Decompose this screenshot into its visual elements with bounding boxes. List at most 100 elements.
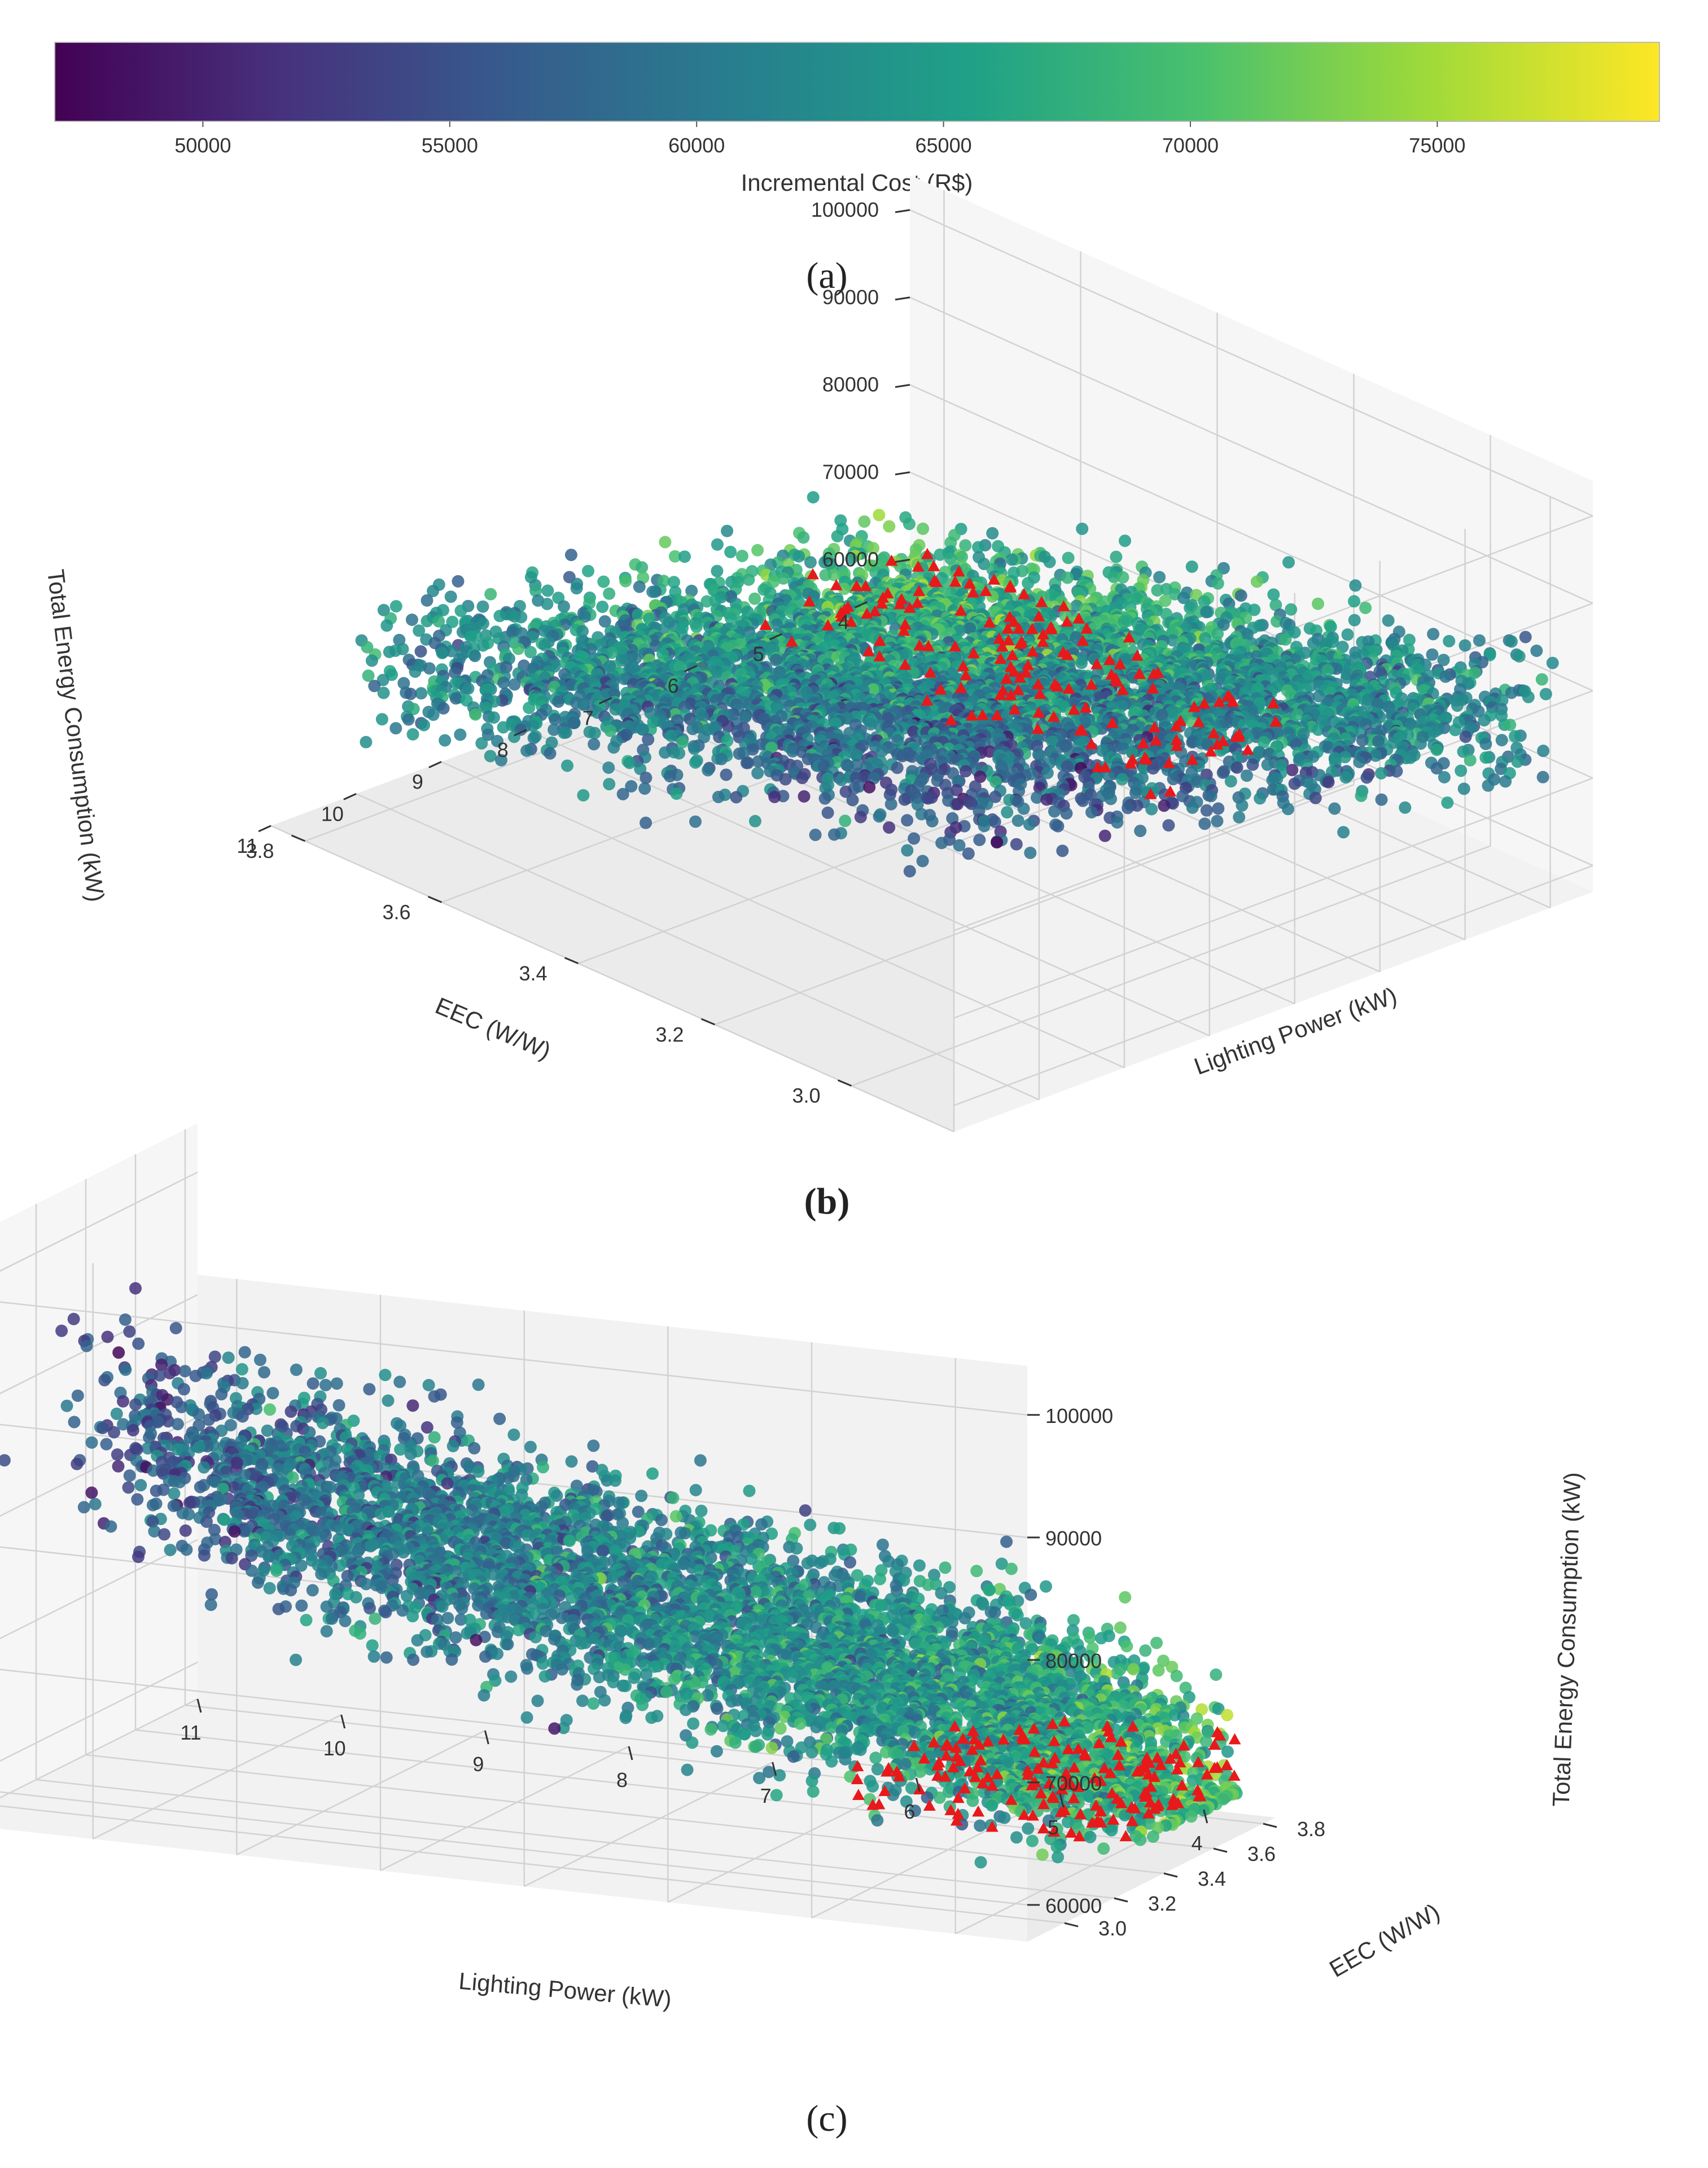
data-point <box>1246 758 1259 771</box>
data-point <box>689 756 702 769</box>
data-point <box>405 614 418 626</box>
colorbar-tick-label: 75000 <box>1409 134 1465 157</box>
data-point <box>686 722 699 735</box>
data-point <box>1185 560 1198 573</box>
colorbar-tick-label: 60000 <box>668 134 725 157</box>
data-point <box>597 575 610 588</box>
data-point <box>632 608 645 621</box>
data-point <box>487 711 500 724</box>
data-point <box>484 588 497 601</box>
data-point <box>724 612 737 625</box>
data-point <box>668 550 681 563</box>
data-point <box>1530 645 1543 657</box>
data-point <box>375 713 388 726</box>
data-point <box>751 544 764 557</box>
data-point <box>1430 743 1443 756</box>
data-point <box>1248 603 1261 616</box>
data-point <box>454 605 467 617</box>
data-point <box>414 645 427 658</box>
data-point <box>552 695 565 708</box>
data-point <box>1198 595 1211 608</box>
data-point <box>1348 614 1361 627</box>
data-point <box>404 687 417 700</box>
data-point <box>383 646 396 658</box>
data-point <box>668 576 680 589</box>
data-point <box>1451 699 1464 712</box>
data-point <box>1382 614 1395 627</box>
data-point <box>1285 603 1298 616</box>
data-point <box>1005 553 1018 566</box>
data-point <box>607 741 620 754</box>
data-point <box>462 682 475 695</box>
data-point <box>1427 628 1440 641</box>
data-point <box>623 756 636 769</box>
data-point <box>406 728 419 741</box>
data-point <box>541 584 554 597</box>
data-point <box>423 662 436 675</box>
data-point <box>819 568 832 581</box>
data-point <box>858 515 871 528</box>
data-point <box>1513 650 1526 663</box>
data-point <box>934 548 947 561</box>
colorbar-ticks: 50000 55000 60000 65000 70000 75000 <box>174 121 1465 157</box>
data-point <box>1443 634 1456 647</box>
data-point <box>497 676 510 689</box>
data-point <box>377 686 390 699</box>
data-point <box>1339 771 1352 784</box>
data-point <box>570 582 583 595</box>
data-point <box>724 545 737 558</box>
data-point <box>484 750 497 763</box>
data-point <box>446 615 459 628</box>
data-point <box>1535 673 1548 686</box>
data-point <box>380 619 393 632</box>
data-point <box>1390 765 1403 778</box>
data-point <box>1107 571 1120 584</box>
data-point <box>1312 597 1324 610</box>
data-point <box>1250 575 1263 588</box>
data-point <box>1495 734 1508 747</box>
data-point <box>1522 690 1535 703</box>
grid-line <box>851 845 1491 1087</box>
data-point <box>544 747 557 760</box>
data-point <box>867 542 879 555</box>
data-point <box>1426 648 1439 661</box>
data-point <box>797 531 810 544</box>
data-point <box>523 702 536 715</box>
data-point <box>1439 670 1452 683</box>
data-point <box>1539 687 1552 700</box>
data-point <box>427 585 440 598</box>
data-point <box>1282 556 1295 569</box>
data-point <box>700 595 713 608</box>
data-point <box>1211 577 1224 590</box>
data-point <box>402 713 415 726</box>
data-point <box>1341 628 1354 641</box>
data-point <box>792 550 805 563</box>
data-point <box>497 721 510 734</box>
data-point <box>1505 635 1518 648</box>
chart-b: 45678910113.03.23.43.63.8600007000080000… <box>42 175 1593 1133</box>
data-point <box>529 584 542 597</box>
data-point <box>917 522 930 535</box>
data-point <box>1240 769 1253 782</box>
data-point <box>541 598 554 610</box>
data-point <box>515 611 528 624</box>
data-point <box>720 768 733 781</box>
data-point <box>1177 592 1190 605</box>
colorbar: 50000 55000 60000 65000 70000 75000 Increment… <box>54 42 1660 196</box>
data-point <box>711 564 724 577</box>
data-point <box>476 600 489 613</box>
data-point <box>986 527 999 540</box>
data-point <box>702 764 715 777</box>
data-point <box>549 713 562 726</box>
data-point <box>1536 770 1549 783</box>
colorbar-gradient <box>54 42 1660 122</box>
data-point <box>873 509 886 522</box>
data-point <box>469 708 482 721</box>
grid-line <box>441 761 1125 1068</box>
data-point <box>602 761 615 774</box>
data-point <box>721 524 734 537</box>
data-point <box>944 536 957 549</box>
data-point <box>1509 730 1521 743</box>
data-point <box>427 708 440 721</box>
